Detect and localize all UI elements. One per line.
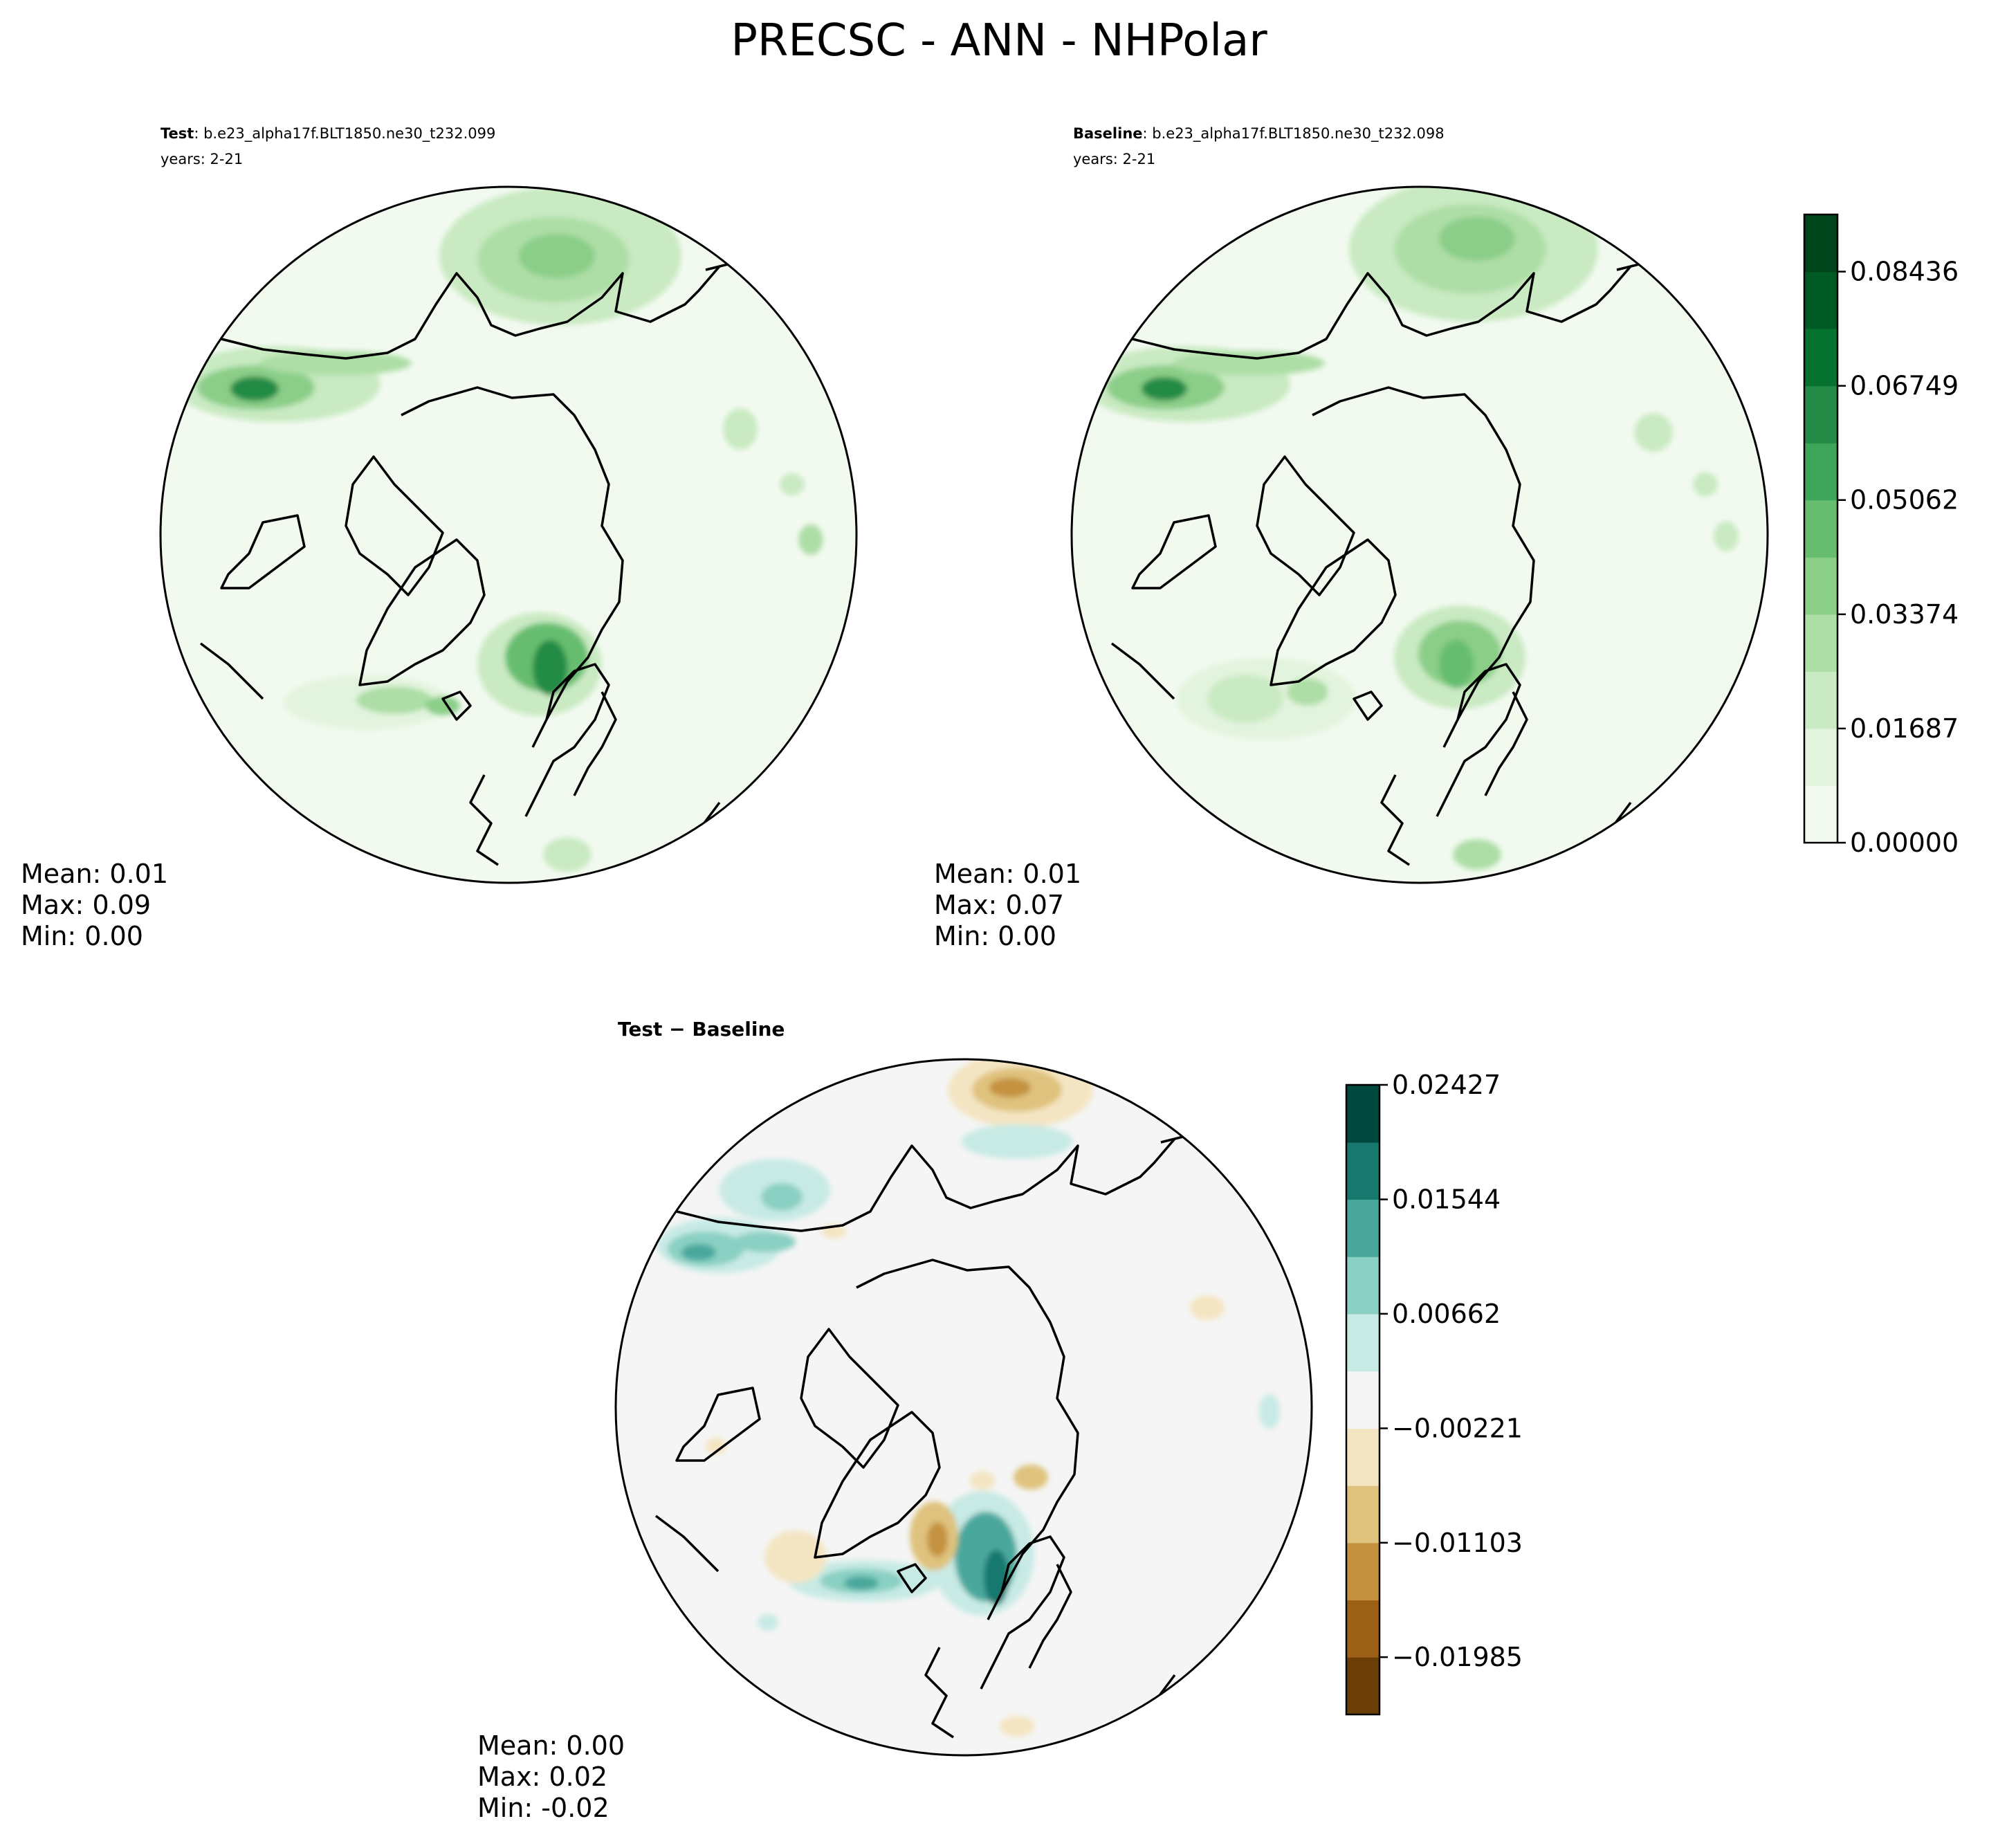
colorbar-tick-label: 0.08436 <box>1850 257 1959 287</box>
difference-min: Min: -0.02 <box>477 1793 610 1823</box>
baseline-map <box>1070 185 1769 884</box>
colorbar-segment <box>1346 1371 1380 1429</box>
test-min: Min: 0.00 <box>21 921 143 951</box>
figure-title: PRECSC - ANN - NHPolar <box>731 15 1267 66</box>
colorbar-segment <box>1804 329 1837 387</box>
colorbar-segment <box>1346 1428 1380 1486</box>
colorbar-tick-label: 0.06749 <box>1850 371 1959 401</box>
test-max: Max: 0.09 <box>21 890 151 920</box>
test-map <box>159 185 858 884</box>
test-mean: Mean: 0.01 <box>21 859 168 889</box>
baseline-label-bold: Baseline <box>1073 125 1143 142</box>
colorbar-segment <box>1346 1600 1380 1658</box>
baseline-mean: Mean: 0.01 <box>934 859 1081 889</box>
baseline-panel-label: Baseline: b.e23_alpha17f.BLT1850.ne30_t2… <box>1073 125 1445 143</box>
colorbar-tick-label: −0.01985 <box>1392 1642 1523 1672</box>
difference-panel-label: Test − Baseline <box>618 1018 785 1041</box>
colorbar-frame <box>1345 1083 1381 1716</box>
test-label-bold: Test <box>161 125 194 142</box>
test-years: years: 2-21 <box>161 151 243 167</box>
colorbar-segment <box>1346 1313 1380 1372</box>
colorbar-tick-label: −0.01103 <box>1392 1528 1523 1558</box>
difference-mean: Mean: 0.00 <box>477 1730 625 1761</box>
colorbar-segment <box>1804 214 1837 273</box>
colorbar-segment <box>1804 385 1837 443</box>
difference-map <box>614 1058 1313 1757</box>
baseline-label-case: : b.e23_alpha17f.BLT1850.ne30_t232.098 <box>1143 125 1445 143</box>
colorbar-segment <box>1804 614 1837 672</box>
colorbar-frame <box>1803 213 1839 844</box>
colorbar-tick-label: 0.00000 <box>1850 827 1959 858</box>
colorbar-segment <box>1804 443 1837 501</box>
colorbar-segment <box>1804 728 1837 787</box>
colorbar-tick-label: 0.00662 <box>1392 1299 1501 1329</box>
baseline-stats: Mean: 0.01 Max: 0.07 Min: 0.00 <box>934 859 1081 951</box>
colorbar-segment <box>1804 785 1837 843</box>
colorbar-tick-label: 0.01687 <box>1850 713 1959 744</box>
test-stats: Mean: 0.01 Max: 0.09 Min: 0.00 <box>21 859 168 951</box>
baseline-max: Max: 0.07 <box>934 890 1064 920</box>
baseline-years: years: 2-21 <box>1073 151 1155 167</box>
colorbar-tick-label: −0.00221 <box>1392 1413 1523 1443</box>
colorbar-segment <box>1804 671 1837 729</box>
baseline-min: Min: 0.00 <box>934 921 1056 951</box>
difference-stats: Mean: 0.00 Max: 0.02 Min: -0.02 <box>477 1730 625 1823</box>
colorbar-segment <box>1346 1142 1380 1200</box>
difference-max: Max: 0.02 <box>477 1762 607 1792</box>
colorbar-tick-label: 0.01544 <box>1392 1184 1501 1215</box>
colorbar-segment <box>1804 557 1837 615</box>
colorbar-tick-label: 0.03374 <box>1850 599 1959 630</box>
colorbar-tick-label: 0.02427 <box>1392 1070 1501 1100</box>
test-panel-label: Test: b.e23_alpha17f.BLT1850.ne30_t232.0… <box>161 125 495 143</box>
colorbar-segment <box>1346 1542 1380 1601</box>
colorbar-segment <box>1346 1485 1380 1544</box>
difference-colorbar: −0.01985 −0.01103 −0.00221 0.00662 0.01544 0.… <box>1345 1070 1523 1716</box>
colorbar-segment <box>1804 271 1837 329</box>
colorbar-segment <box>1346 1199 1380 1257</box>
colorbar-tick-label: 0.05062 <box>1850 485 1959 515</box>
colorbar-segment <box>1346 1657 1380 1715</box>
test-label-case: : b.e23_alpha17f.BLT1850.ne30_t232.099 <box>194 125 495 143</box>
colorbar-segment <box>1804 500 1837 558</box>
colorbar-segment <box>1346 1256 1380 1315</box>
test-baseline-colorbar: 0.00000 0.01687 0.03374 0.05062 0.06749 0.084… <box>1803 213 1959 858</box>
colorbar-segment <box>1346 1085 1380 1143</box>
